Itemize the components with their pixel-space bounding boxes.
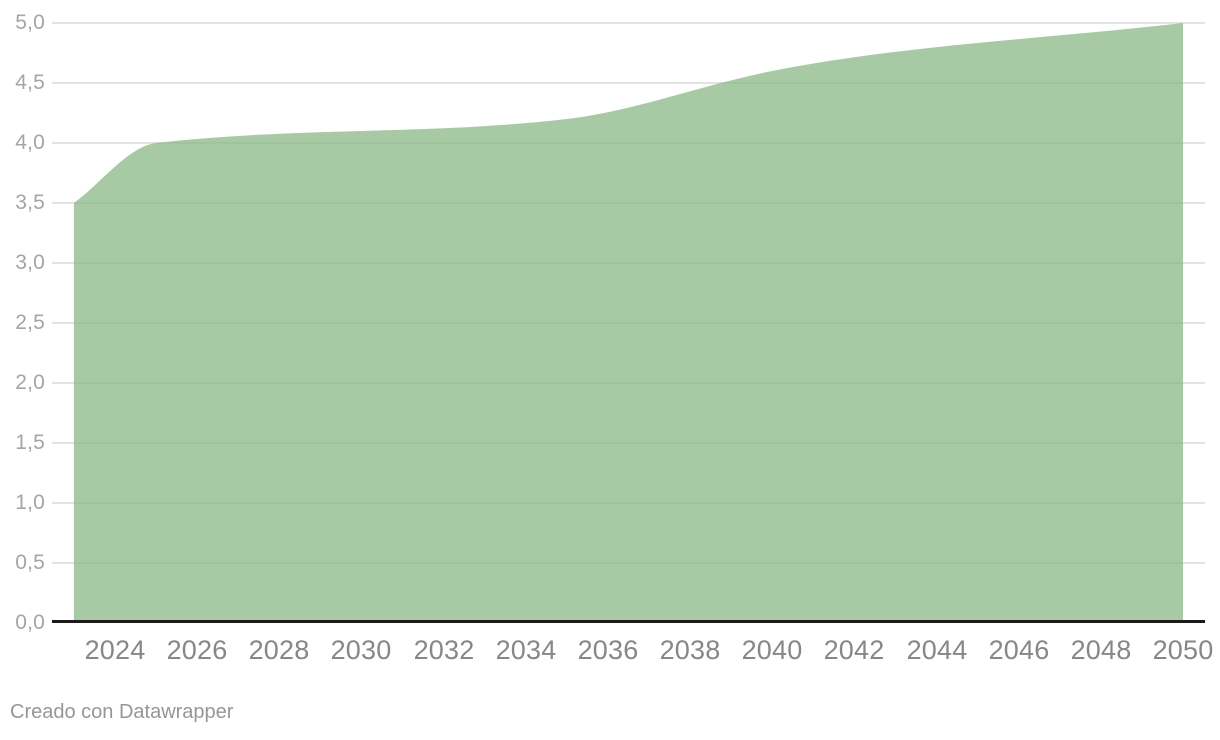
x-tick-label: 2040 [741,635,803,665]
y-tick-label: 1,0 [15,491,45,514]
x-tick-label: 2050 [1152,635,1214,665]
x-tick-label: 2032 [413,635,475,665]
y-tick-label: 2,0 [15,371,45,394]
x-tick-label: 2042 [823,635,885,665]
x-tick-label: 2024 [84,635,146,665]
x-tick-label: 2046 [988,635,1050,665]
x-tick-label: 2048 [1070,635,1132,665]
y-tick-label: 0,5 [15,551,45,574]
y-tick-label: 0,0 [15,611,45,634]
credit-text: Creado con Datawrapper [10,701,234,723]
x-tick-label: 2030 [330,635,392,665]
credit-line: Creado con Datawrapper [10,699,233,725]
y-tick-label: 2,5 [15,311,45,334]
x-tick-label: 2026 [166,635,228,665]
y-tick-label: 1,5 [15,431,45,454]
x-tick-label: 2044 [906,635,968,665]
y-tick-label: 3,5 [15,191,45,214]
x-tick-label: 2028 [248,635,310,665]
area-series [73,23,1183,623]
y-tick-label: 4,0 [15,131,45,154]
y-tick-label: 4,5 [15,71,45,94]
y-tick-label: 5,0 [15,11,45,34]
x-tick-label: 2034 [495,635,557,665]
y-tick-label: 3,0 [15,251,45,274]
x-tick-label: 2038 [659,635,721,665]
x-tick-label: 2036 [577,635,639,665]
